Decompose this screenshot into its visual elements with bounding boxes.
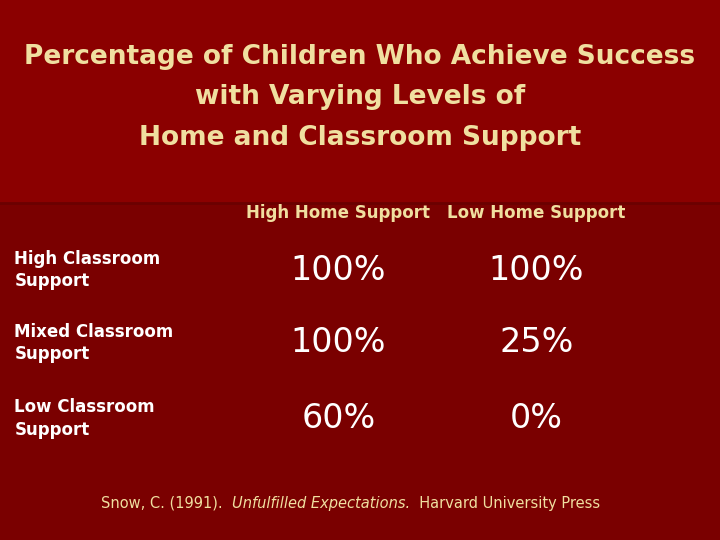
Text: Low Classroom
Support: Low Classroom Support: [14, 399, 155, 438]
Text: High Home Support: High Home Support: [246, 204, 431, 222]
Text: 60%: 60%: [301, 402, 376, 435]
Text: 100%: 100%: [291, 326, 386, 360]
Text: Snow, C. (1991).: Snow, C. (1991).: [101, 496, 232, 511]
Text: Mixed Classroom
Support: Mixed Classroom Support: [14, 323, 174, 363]
Text: 0%: 0%: [510, 402, 563, 435]
Text: Unfulfilled Expectations.: Unfulfilled Expectations.: [232, 496, 410, 511]
Text: High Classroom
Support: High Classroom Support: [14, 250, 161, 290]
Text: Harvard University Press: Harvard University Press: [410, 496, 600, 511]
Text: Low Home Support: Low Home Support: [447, 204, 626, 222]
Text: 100%: 100%: [291, 253, 386, 287]
Text: with Varying Levels of: with Varying Levels of: [195, 84, 525, 110]
Bar: [0, 0, 720, 202]
Text: Home and Classroom Support: Home and Classroom Support: [139, 125, 581, 151]
Text: 25%: 25%: [499, 326, 574, 360]
Text: 100%: 100%: [489, 253, 584, 287]
Text: Percentage of Children Who Achieve Success: Percentage of Children Who Achieve Succe…: [24, 44, 696, 70]
